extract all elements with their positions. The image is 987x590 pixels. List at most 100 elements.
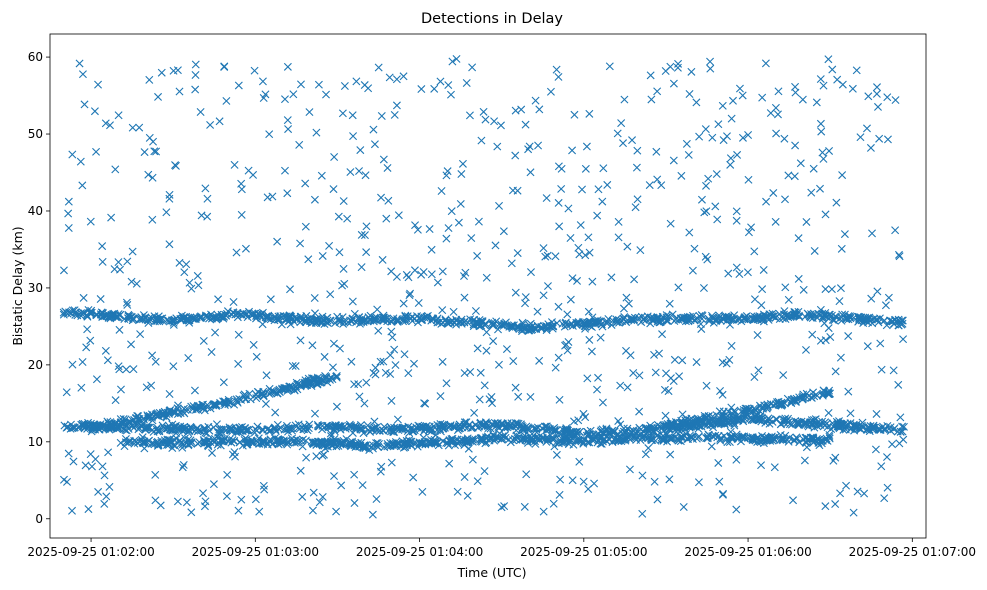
scatter-point-743	[581, 413, 590, 422]
scatter-point-224	[193, 271, 202, 280]
scatter-point-341	[370, 417, 379, 426]
scatter-point-389	[347, 357, 356, 366]
scatter-point-429	[377, 111, 386, 120]
scatter-point-146	[223, 470, 232, 479]
scatter-point-570	[561, 341, 570, 350]
scatter-point-452	[517, 105, 526, 114]
scatter-point-780	[626, 351, 635, 360]
scatter-point-650	[460, 272, 468, 281]
scatter-point-399	[622, 293, 631, 302]
scatter-point-1229	[492, 317, 501, 326]
scatter-point-480	[726, 154, 735, 163]
scatter-point-752	[653, 495, 662, 504]
scatter-point-441	[821, 336, 830, 345]
scatter-point-674	[207, 348, 216, 356]
scatter-point-653	[554, 353, 563, 362]
y-axis-title: Bistatic Delay (km)	[10, 226, 25, 345]
scatter-point-233	[628, 136, 637, 145]
scatter-point-287	[750, 295, 759, 304]
scatter-point-1344	[153, 317, 162, 326]
scatter-point-470	[362, 222, 371, 231]
scatter-point-1077	[627, 316, 636, 325]
scatter-point-710	[791, 141, 800, 150]
scatter-point-128	[373, 305, 382, 314]
scatter-point-503	[520, 502, 529, 511]
y-tick-label: 20	[28, 358, 43, 372]
scatter-point-101	[335, 248, 344, 257]
scatter-point-62	[348, 297, 357, 306]
scatter-point-301	[69, 457, 78, 466]
scatter-point-258	[462, 79, 471, 87]
scatter-point-11	[701, 125, 710, 134]
scatter-point-787	[64, 197, 73, 206]
scatter-point-774	[128, 247, 137, 256]
scatter-point-1303	[723, 313, 732, 322]
scatter-point-169	[750, 247, 759, 256]
x-tick-label: 2025-09-25 01:07:00	[849, 545, 976, 559]
scatter-point-553	[199, 489, 208, 498]
scatter-point-625	[616, 381, 625, 390]
scatter-point-1470	[818, 312, 827, 321]
scatter-point-14	[413, 225, 422, 234]
scatter-point-566	[92, 147, 101, 156]
scatter-point-1449	[519, 319, 528, 328]
scatter-point-297	[208, 448, 217, 457]
scatter-point-266	[265, 130, 274, 139]
scatter-point-487	[174, 401, 183, 410]
scatter-point-698	[476, 368, 485, 377]
scatter-point-583	[625, 465, 634, 474]
scatter-point-616	[614, 233, 623, 242]
scatter-point-715	[115, 365, 124, 374]
scatter-point-529	[826, 333, 835, 341]
scatter-point-381	[84, 505, 93, 514]
scatter-point-355	[387, 396, 396, 405]
scatter-point-1484	[420, 313, 429, 322]
scatter-point-322	[744, 175, 753, 184]
scatter-point-85	[638, 471, 647, 480]
scatter-point-642	[261, 90, 270, 99]
scatter-point-1381	[646, 314, 655, 323]
scatter-point-762	[360, 81, 369, 90]
scatter-point-1142	[238, 311, 247, 320]
scatter-point-152	[466, 367, 475, 376]
scatter-point-343	[144, 170, 153, 179]
scatter-point-365	[744, 131, 753, 139]
scatter-point-495	[357, 263, 366, 272]
scatter-point-532	[789, 496, 798, 505]
scatter-point-1400	[695, 312, 704, 321]
scatter-point-418	[438, 357, 447, 366]
scatter-point-591	[605, 62, 614, 71]
scatter-point-476	[761, 59, 770, 68]
scatter-point-387	[509, 357, 518, 366]
scatter-point-556	[470, 408, 479, 417]
scatter-point-634	[554, 72, 563, 81]
scatter-point-312	[362, 248, 371, 257]
scatter-point-604	[68, 506, 76, 515]
scatter-point-528	[96, 295, 105, 304]
scatter-point-416	[474, 217, 483, 226]
scatter-point-686	[844, 332, 853, 341]
scatter-point-711	[371, 370, 380, 379]
scatter-point-606	[215, 117, 224, 126]
scatter-point-9	[328, 363, 337, 372]
scatter-point-582	[772, 129, 781, 138]
scatter-point-608	[194, 281, 203, 290]
scatter-point-129	[94, 80, 103, 89]
scatter-point-541	[849, 508, 858, 517]
scatter-point-772	[457, 170, 466, 179]
scatter-point-1495	[614, 318, 623, 327]
scatter-point-135	[587, 347, 596, 356]
scatter-point-257	[329, 339, 338, 348]
scatter-point-745	[722, 132, 731, 141]
scatter-point-628	[458, 159, 467, 168]
scatter-point-265	[482, 273, 491, 282]
y-tick-label: 30	[28, 281, 43, 295]
scatter-point-363	[473, 477, 482, 486]
scatter-point-545	[481, 115, 490, 124]
scatter-point-700	[63, 477, 71, 486]
scatter-point-143	[82, 343, 91, 352]
scatter-point-629	[298, 492, 307, 501]
scatter-point-499	[420, 399, 429, 408]
scatter-point-82	[613, 129, 622, 138]
scatter-point-777	[732, 216, 741, 225]
